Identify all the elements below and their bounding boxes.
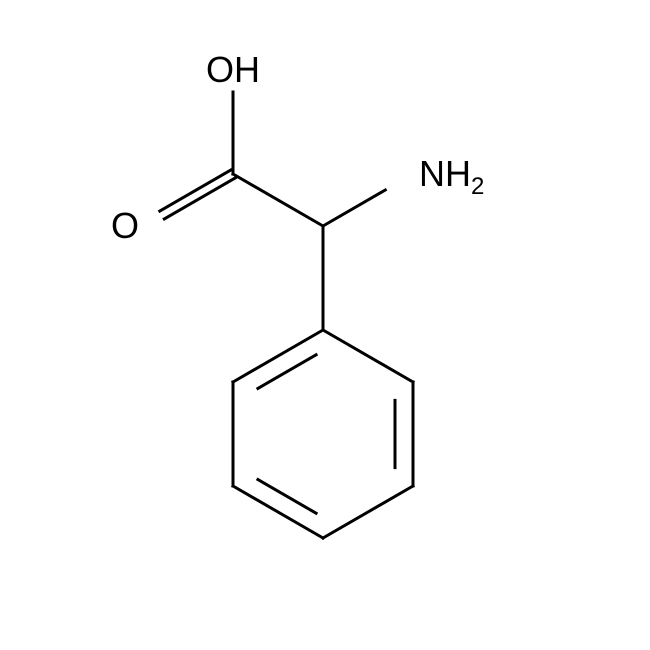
atom-label: OH	[206, 49, 260, 90]
molecule-diagram: OH O NH2	[0, 0, 650, 650]
atom-label: NH2	[419, 153, 484, 200]
atom-label: O	[111, 205, 139, 246]
